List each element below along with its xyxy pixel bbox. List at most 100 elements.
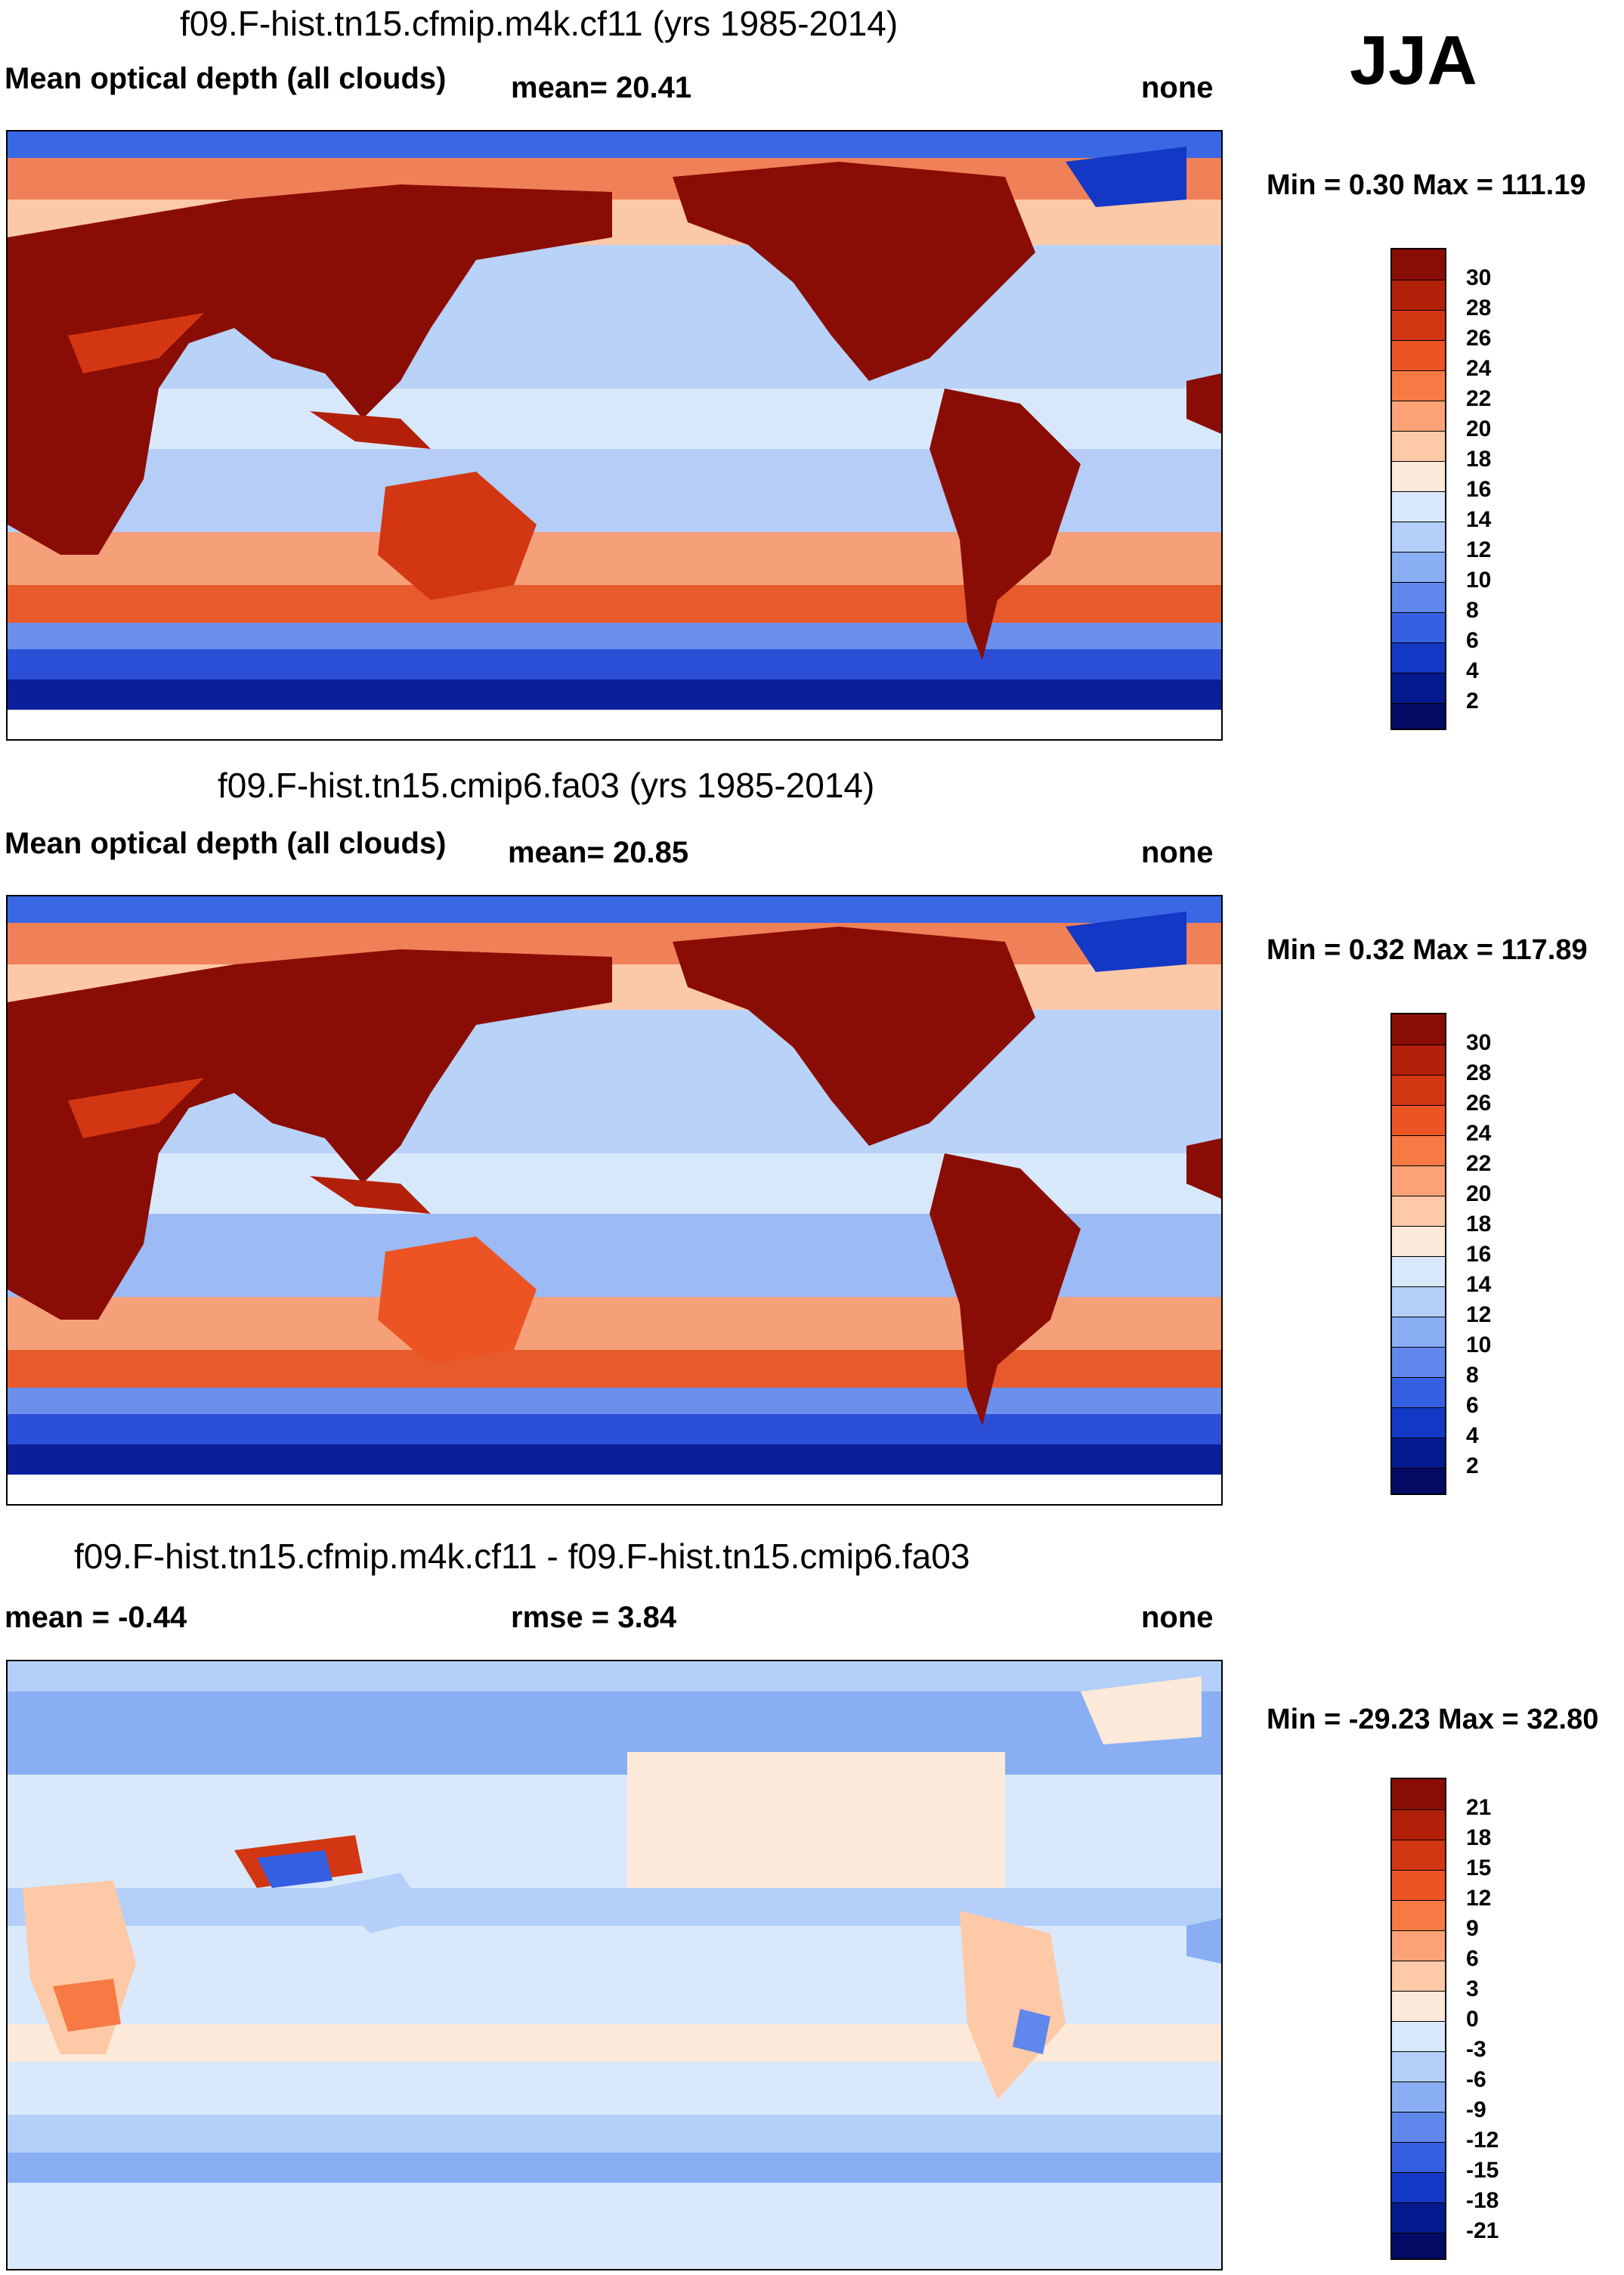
panel1-colorbar-swatch	[1392, 552, 1445, 582]
panel1-mean: mean= 20.41	[511, 71, 692, 104]
panel3-colorbar-swatch	[1392, 1991, 1445, 2021]
panel2-colorbar-swatch	[1392, 1407, 1445, 1438]
panel3-colorbar-swatch	[1392, 1900, 1445, 1930]
panel1-colorbar-swatch	[1392, 582, 1445, 612]
panel3-colorbar-swatch	[1392, 2202, 1445, 2233]
panel1-colorbar-swatch	[1392, 522, 1445, 552]
panel1-colorbar-swatch	[1392, 642, 1445, 673]
panel3-minmax: Min = -29.23 Max = 32.80	[1267, 1704, 1599, 1735]
panel3-colorbar-label: 6	[1466, 1946, 1479, 1971]
panel3-colorbar-label: -15	[1466, 2158, 1499, 2183]
panel2-map-svg	[8, 896, 1221, 1504]
panel2-colorbar-label: 10	[1466, 1332, 1492, 1357]
panel2-colorbar-label: 20	[1466, 1181, 1492, 1206]
panel3-map-svg	[8, 1661, 1221, 2269]
panel1-colorbar-label: 2	[1466, 689, 1479, 713]
panel3-colorbar-label: 15	[1466, 1856, 1492, 1880]
panel2-colorbar-swatch	[1392, 1438, 1445, 1468]
panel3-colorbar	[1390, 1778, 1446, 2260]
panel3-colorbar-label: 0	[1466, 2007, 1479, 2032]
panel1-colorbar-swatch	[1392, 703, 1445, 729]
panel2-colorbar-label: 22	[1466, 1151, 1492, 1176]
panel1-colorbar-swatch	[1392, 280, 1445, 310]
panel3-mean: mean = -0.44	[5, 1601, 187, 1634]
panel1-colorbar-swatch	[1392, 370, 1445, 401]
panel1-colorbar-label: 28	[1466, 296, 1492, 320]
panel2-colorbar-swatch	[1392, 1317, 1445, 1347]
panel1-colorbar-label: 8	[1466, 598, 1479, 623]
panel3-colorbar-swatch	[1392, 1961, 1445, 1991]
panel1-colorbar-label: 26	[1466, 326, 1492, 351]
panel2-mean: mean= 20.85	[508, 836, 689, 869]
panel2-colorbar-swatch	[1392, 1256, 1445, 1286]
panel3-map	[6, 1660, 1223, 2270]
panel2-colorbar-swatch	[1392, 1286, 1445, 1317]
panel3-colorbar-label: 3	[1466, 1976, 1479, 2001]
panel3-colorbar-swatch	[1392, 2021, 1445, 2051]
panel1-units: none	[1141, 71, 1214, 104]
panel3-colorbar-label: -3	[1466, 2037, 1486, 2062]
panel2-colorbar-label: 12	[1466, 1302, 1492, 1327]
panel2-colorbar-label: 6	[1466, 1393, 1479, 1418]
panel3-rmse: rmse = 3.84	[511, 1601, 677, 1634]
panel1-minmax: Min = 0.30 Max = 111.19	[1267, 169, 1586, 201]
panel3-colorbar-label: -18	[1466, 2188, 1499, 2213]
panel2-colorbar-swatch	[1392, 1226, 1445, 1256]
panel3-colorbar-swatch	[1392, 2142, 1445, 2172]
panel2-variable: Mean optical depth (all clouds)	[5, 827, 447, 860]
panel3-colorbar-swatch	[1392, 1870, 1445, 1900]
panel1-map	[6, 130, 1223, 741]
panel3-colorbar-label: 9	[1466, 1916, 1479, 1941]
panel2-colorbar-label: 14	[1466, 1272, 1492, 1297]
panel1-colorbar-swatch	[1392, 673, 1445, 703]
panel2-units: none	[1141, 836, 1214, 869]
panel3-colorbar-swatch	[1392, 2082, 1445, 2112]
panel1-colorbar-label: 30	[1466, 265, 1492, 290]
panel3-colorbar-swatch	[1392, 2112, 1445, 2142]
panel1-colorbar-label: 16	[1466, 477, 1492, 502]
panel2-map	[6, 895, 1223, 1506]
panel3-colorbar-swatch	[1392, 2172, 1445, 2202]
panel2-colorbar-swatch	[1392, 1347, 1445, 1377]
panel2-colorbar-label: 2	[1466, 1453, 1479, 1478]
panel3-colorbar-swatch	[1392, 2051, 1445, 2082]
panel2-title: f09.F-hist.tn15.cmip6.fa03 (yrs 1985-201…	[218, 766, 875, 805]
panel2-colorbar-label: 4	[1466, 1423, 1479, 1448]
panel1-colorbar-label: 24	[1466, 356, 1492, 381]
panel2-colorbar-swatch	[1392, 1377, 1445, 1407]
panel3-colorbar-label: 21	[1466, 1795, 1492, 1820]
panel1-variable: Mean optical depth (all clouds)	[5, 62, 447, 95]
panel1-colorbar-swatch	[1392, 461, 1445, 491]
panel1-colorbar-label: 20	[1466, 416, 1492, 441]
panel3-colorbar-label: -6	[1466, 2067, 1486, 2092]
panel2-minmax: Min = 0.32 Max = 117.89	[1267, 934, 1588, 966]
panel1-colorbar-swatch	[1392, 491, 1445, 522]
panel1-colorbar-label: 22	[1466, 386, 1492, 411]
panel1-colorbar-swatch	[1392, 612, 1445, 642]
panel3-colorbar-swatch	[1392, 1930, 1445, 1961]
panel2-colorbar-swatch	[1392, 1014, 1445, 1045]
panel2-colorbar-label: 30	[1466, 1030, 1492, 1055]
panel2-colorbar	[1390, 1013, 1446, 1495]
panel3-colorbar-swatch	[1392, 1809, 1445, 1840]
panel1-colorbar-label: 6	[1466, 628, 1479, 653]
panel3-colorbar-label: -21	[1466, 2218, 1499, 2243]
panel1-colorbar-swatch	[1392, 431, 1445, 461]
panel1-colorbar-swatch	[1392, 310, 1445, 340]
panel2-colorbar-label: 28	[1466, 1060, 1492, 1085]
panel2-colorbar-label: 16	[1466, 1242, 1492, 1267]
panel2-colorbar-swatch	[1392, 1468, 1445, 1493]
panel1-colorbar	[1390, 248, 1446, 730]
panel3-title: f09.F-hist.tn15.cfmip.m4k.cf11 - f09.F-h…	[74, 1537, 970, 1576]
panel1-colorbar-label: 18	[1466, 447, 1492, 472]
panel3-colorbar-label: -12	[1466, 2128, 1499, 2153]
panel3-units: none	[1141, 1601, 1214, 1634]
panel1-colorbar-swatch	[1392, 401, 1445, 431]
panel1-map-svg	[8, 132, 1221, 739]
panel3-colorbar-label: 12	[1466, 1886, 1492, 1911]
panel1-colorbar-swatch	[1392, 340, 1445, 370]
panel1-colorbar-swatch	[1392, 249, 1445, 280]
panel2-colorbar-swatch	[1392, 1135, 1445, 1165]
panel2-colorbar-label: 26	[1466, 1091, 1492, 1116]
panel3-colorbar-swatch	[1392, 1840, 1445, 1870]
